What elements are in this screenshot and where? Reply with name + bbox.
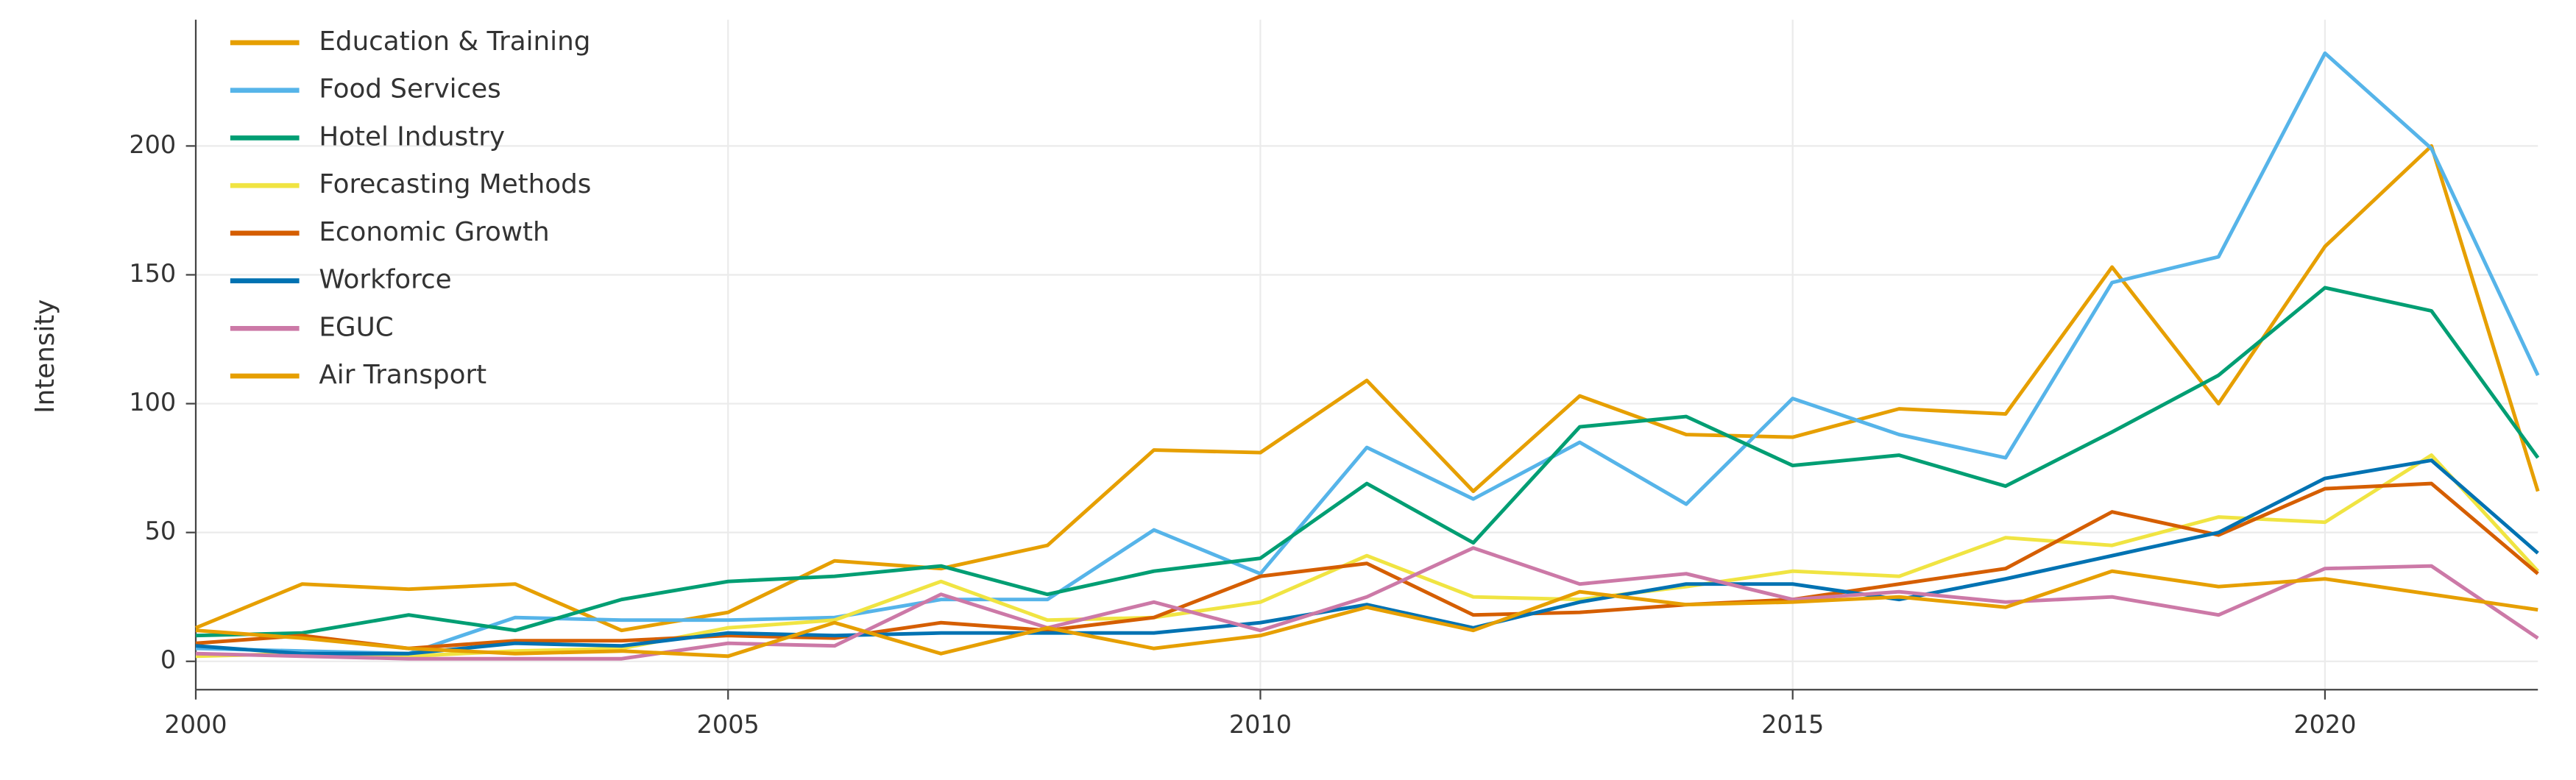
y-tick-label: 150 <box>129 259 176 288</box>
series-line <box>195 143 2540 633</box>
y-axis-title: Intensity <box>30 299 60 414</box>
legend-label: EGUC <box>319 312 393 342</box>
legend-label: Food Services <box>319 74 500 104</box>
legend-label: Workforce <box>319 265 451 295</box>
legend-label: Air Transport <box>319 360 486 390</box>
y-tick-label: 200 <box>129 130 176 159</box>
x-tick-label: 2000 <box>164 710 227 739</box>
y-tick-label: 0 <box>160 645 176 674</box>
series-line <box>195 453 2540 659</box>
series-line <box>195 286 2540 638</box>
series-line <box>195 569 2538 659</box>
x-tick-label: 2020 <box>2293 710 2356 739</box>
x-tick-label: 2005 <box>697 710 760 739</box>
legend-label: Hotel Industry <box>319 121 505 152</box>
series-line <box>195 458 2539 656</box>
series-line <box>195 481 2539 650</box>
legend-label: Education & Training <box>319 26 590 57</box>
series-line <box>195 546 2539 661</box>
y-tick-label: 100 <box>129 388 176 416</box>
x-tick-label: 2010 <box>1229 710 1292 739</box>
series-line <box>195 51 2540 656</box>
legend-label: Economic Growth <box>319 217 549 247</box>
legend-label: Forecasting Methods <box>319 169 591 199</box>
y-tick-label: 50 <box>145 517 177 545</box>
x-tick-label: 2015 <box>1761 710 1824 739</box>
